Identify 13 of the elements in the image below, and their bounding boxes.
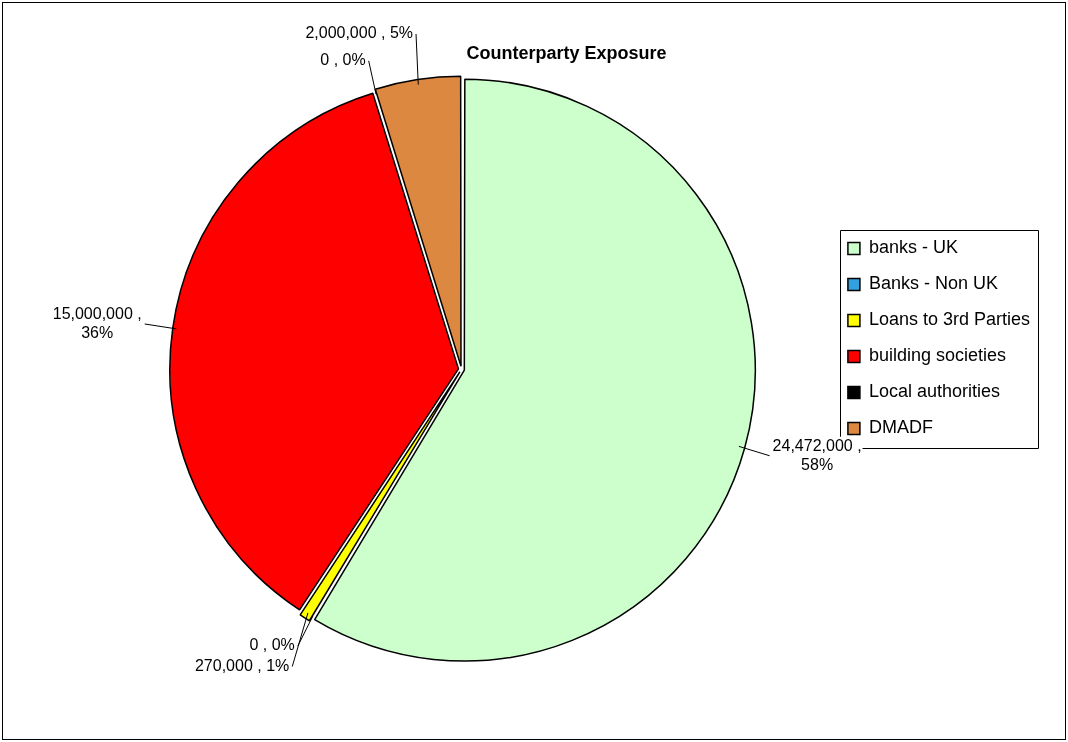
legend-label: Banks - Non UK: [868, 273, 998, 294]
data-label: 2,000,000 , 5%: [305, 24, 414, 42]
data-label: 24,472,000 , 58%: [772, 436, 862, 473]
legend-label: Local authorities: [868, 381, 1000, 402]
data-label: 270,000 , 1%: [194, 656, 290, 674]
legend-label: building societies: [868, 345, 1006, 366]
legend-label: banks - UK: [868, 237, 958, 258]
text: Counterparty Exposure: [466, 42, 667, 63]
data-label: 15,000,000 , 36%: [52, 304, 142, 341]
text: 0 , 0%: [320, 51, 366, 69]
legend-label: DMADF: [868, 417, 933, 438]
legend-label: Loans to 3rd Parties: [868, 309, 1031, 330]
text: 0 , 0%: [249, 636, 295, 654]
